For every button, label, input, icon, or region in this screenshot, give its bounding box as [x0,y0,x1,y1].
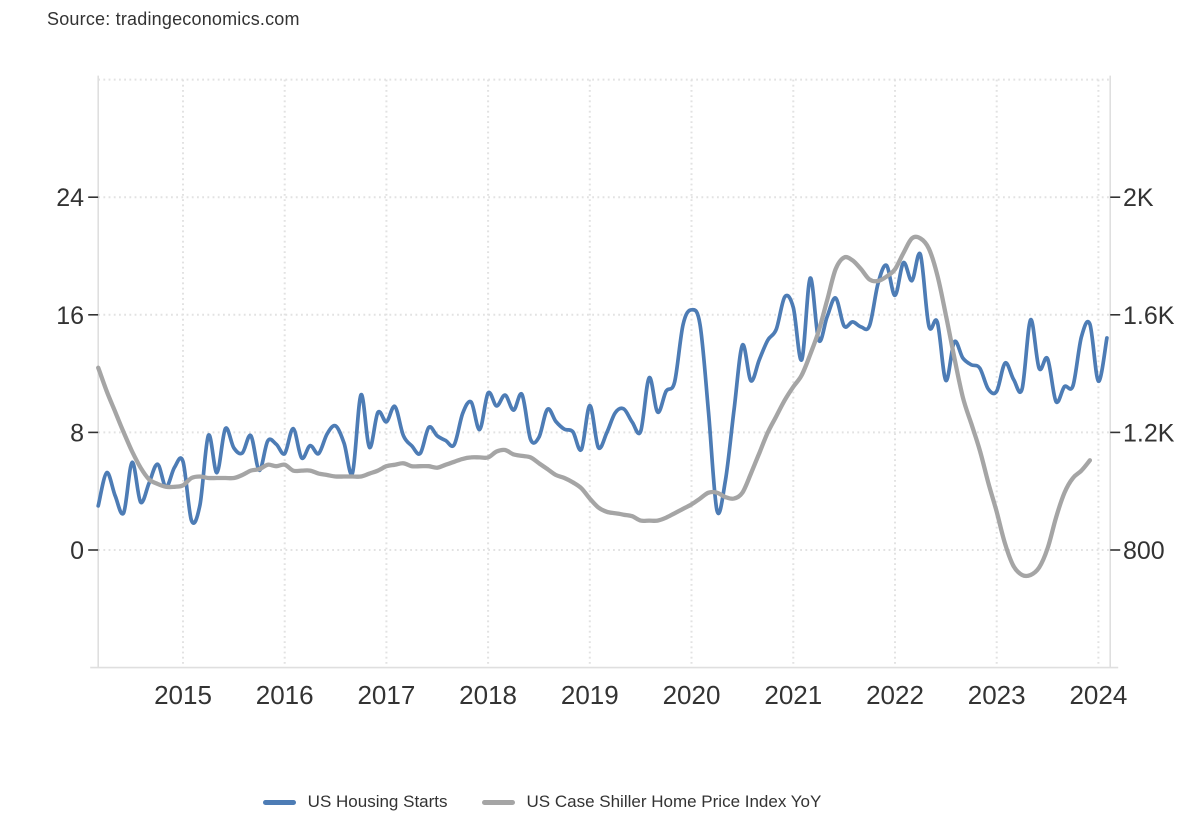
right-axis-label: 800 [1123,537,1165,565]
right-axis-label: 1.2K [1123,419,1175,447]
housing-starts-line[interactable] [96,251,1109,525]
chart-canvas[interactable]: 0 8 16 24 800 1.2K 1.6K 2K 2015 2016 2017 2018 2019 2… [0,0,1200,760]
case-shiller-swatch [481,799,515,805]
right-axis-label: 1.6K [1123,302,1175,330]
left-axis-label: 0 [70,537,84,565]
x-axis-label: 2020 [663,680,721,710]
x-axis-label: 2017 [357,680,415,710]
x-axis-label: 2016 [256,680,314,710]
legend-label-housing-starts: US Housing Starts [307,792,448,811]
housing-starts-swatch [262,799,296,805]
x-axis-label: 2021 [764,680,822,710]
x-axis-label: 2019 [561,680,619,710]
x-axis-label: 2015 [154,680,212,710]
left-axis-label: 24 [56,184,84,212]
right-axis-label: 2K [1123,184,1154,212]
left-axis-label: 8 [70,419,84,447]
chart-plot-area[interactable]: 0 8 16 24 800 1.2K 1.6K 2K 2015 2016 2017 2018 2019 2… [0,0,1200,760]
legend-label-case-shiller: US Case Shiller Home Price Index YoY [526,792,822,811]
legend-item-housing-starts[interactable]: US Housing Starts [262,792,448,812]
legend-item-case-shiller[interactable]: US Case Shiller Home Price Index YoY [481,792,822,812]
x-axis-label: 2022 [866,680,924,710]
source-text: Source: tradingeconomics.com [47,9,300,29]
case-shiller-line[interactable] [96,234,1093,579]
left-axis-label: 16 [56,302,84,330]
x-axis-label: 2023 [968,680,1026,710]
x-axis-label: 2018 [459,680,517,710]
chart-legend: US Housing Starts US Case Shiller Home P… [0,792,1142,812]
x-axis-label: 2024 [1069,680,1127,710]
